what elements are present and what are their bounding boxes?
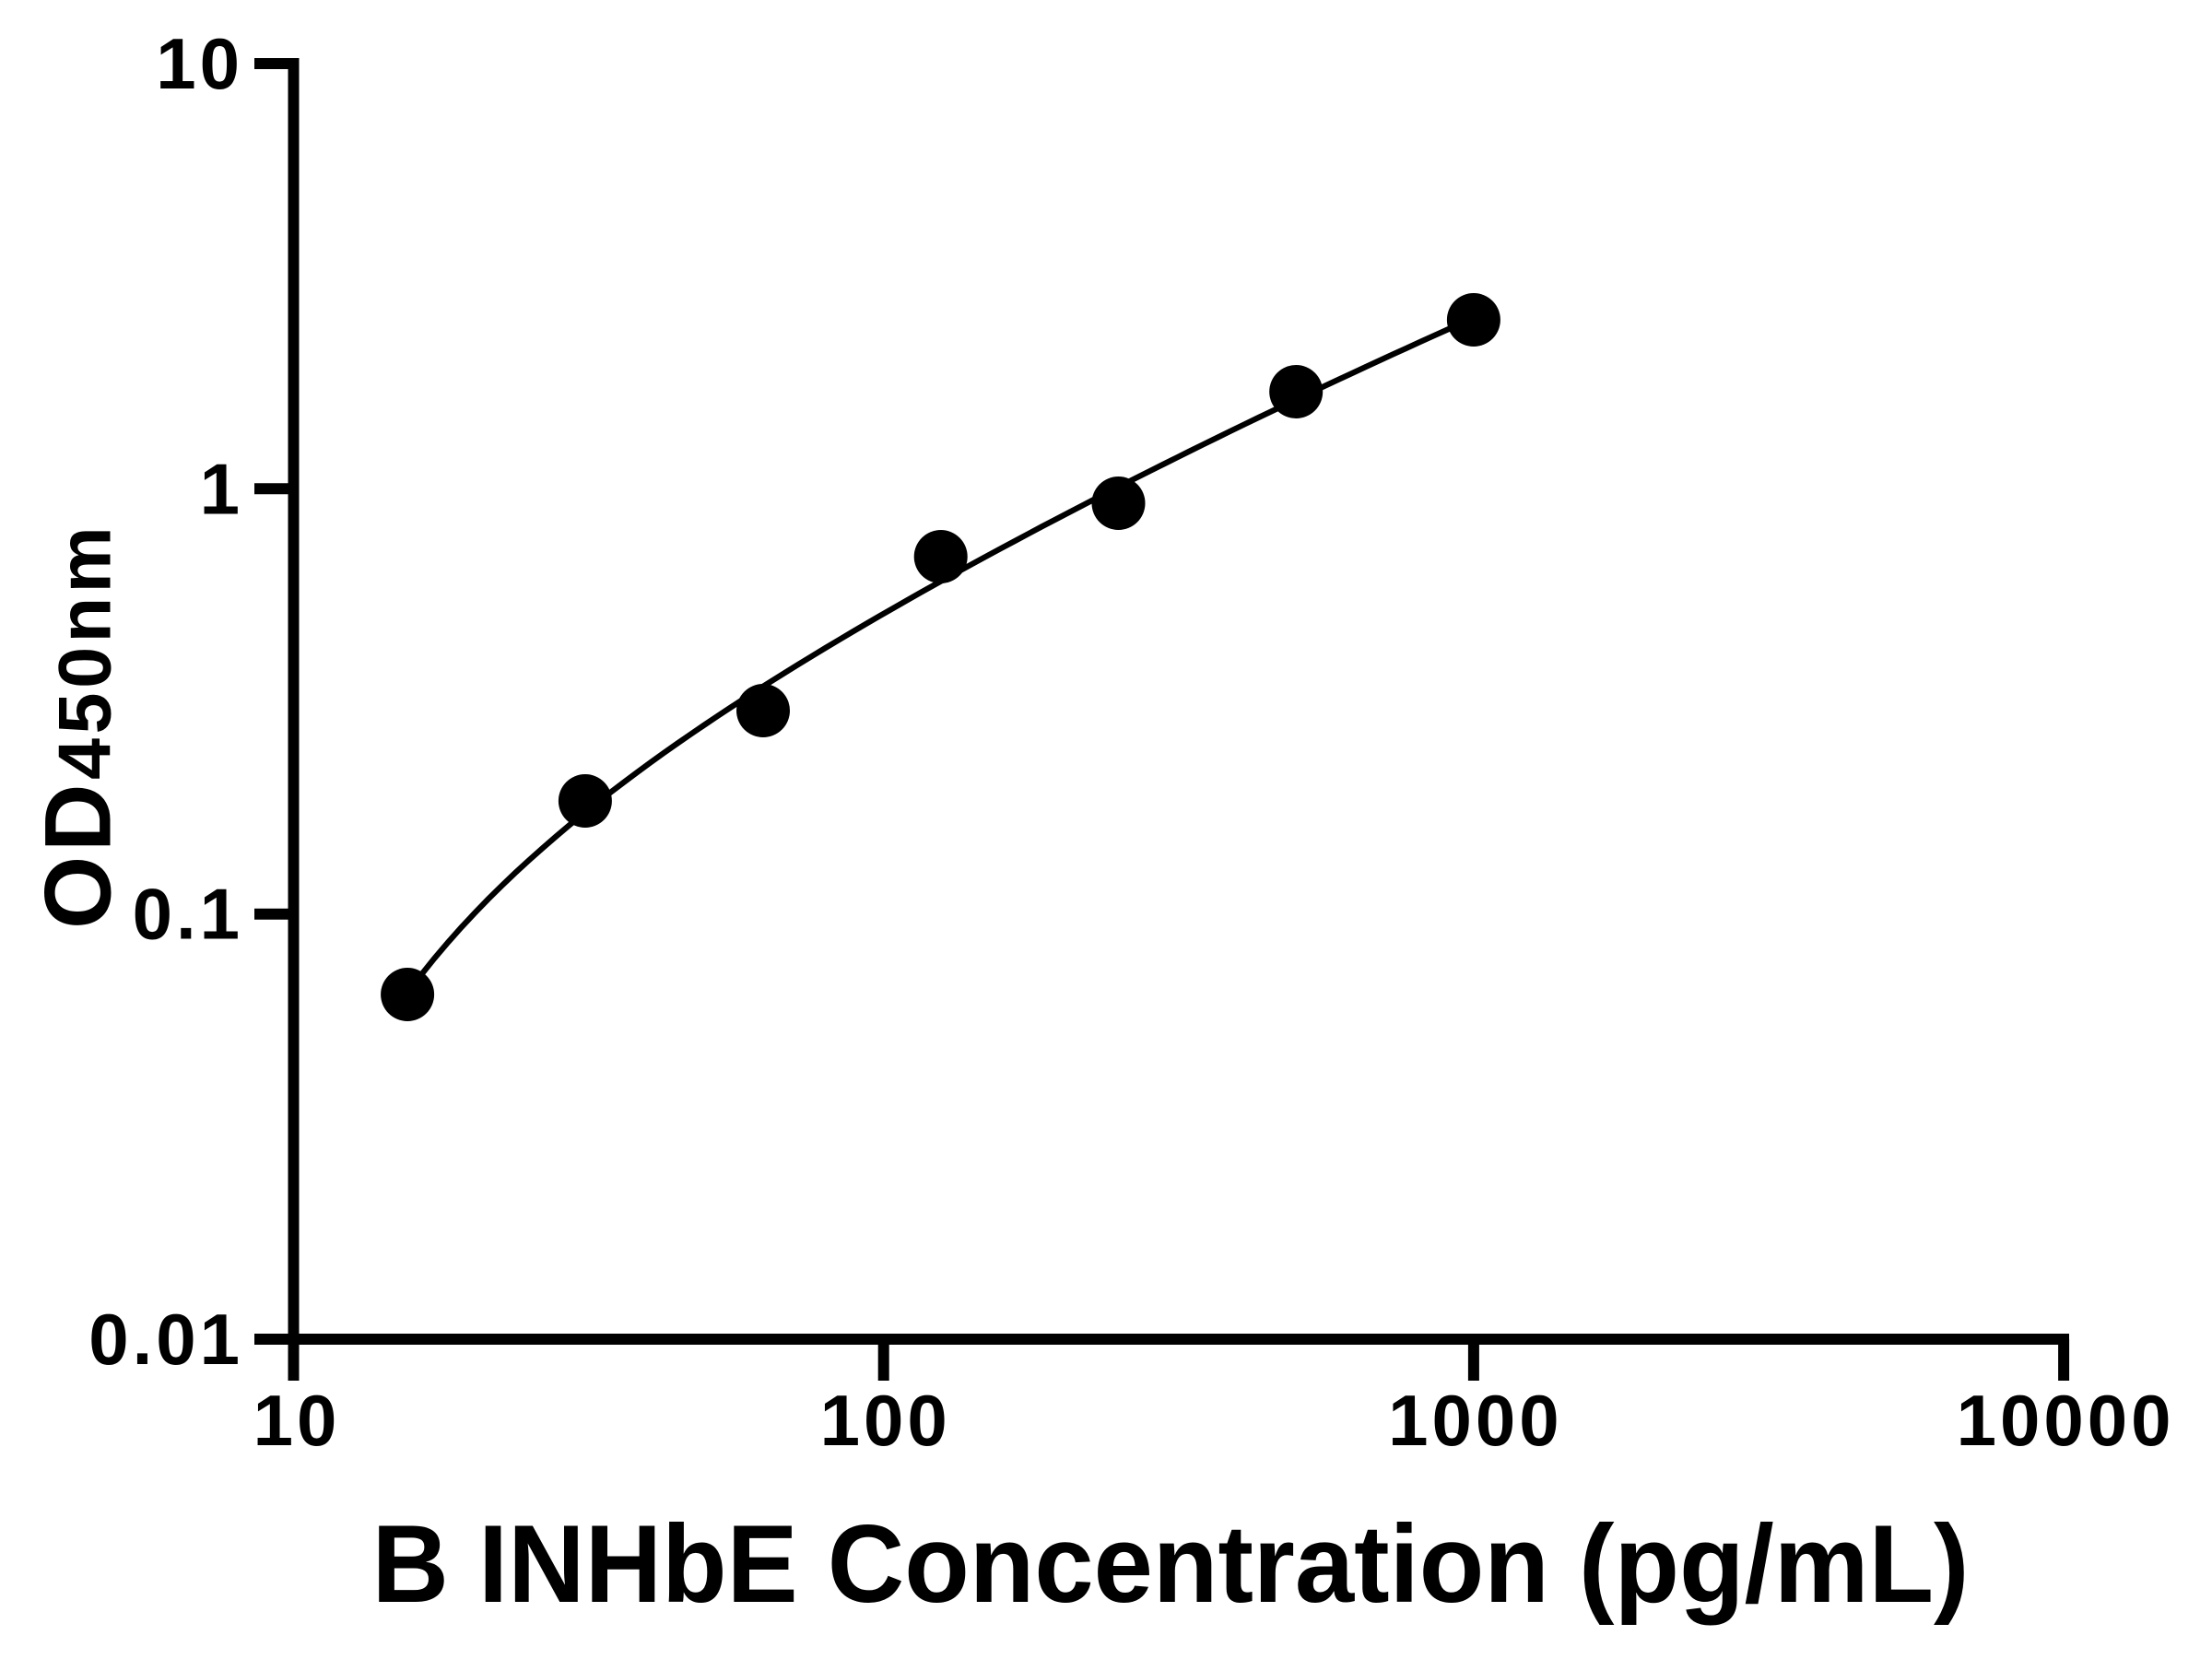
svg-text:100: 100 xyxy=(820,1380,951,1461)
svg-text:1: 1 xyxy=(200,448,243,529)
svg-text:10: 10 xyxy=(156,23,243,104)
svg-text:0.01: 0.01 xyxy=(88,1299,243,1380)
svg-text:B INHbE Concentration (pg/mL): B INHbE Concentration (pg/mL) xyxy=(372,1502,1970,1626)
svg-text:0.1: 0.1 xyxy=(133,874,243,955)
svg-text:1000: 1000 xyxy=(1388,1380,1563,1461)
svg-text:10000: 10000 xyxy=(1957,1380,2175,1461)
svg-text:10: 10 xyxy=(253,1380,341,1461)
